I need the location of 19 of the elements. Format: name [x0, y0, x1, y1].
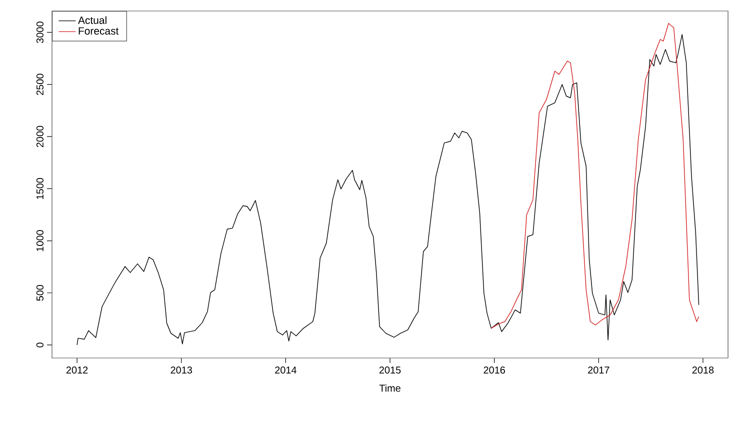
- x-tick-label: 2015: [379, 366, 401, 374]
- legend-label: Actual: [78, 16, 106, 24]
- y-tick-label: 2000: [36, 126, 44, 148]
- x-tick-label: 2017: [588, 366, 610, 374]
- y-tick-label: 2500: [36, 74, 44, 96]
- legend-label: Forecast: [78, 27, 119, 35]
- line-series: [76, 34, 700, 346]
- y-tick-label: 500: [36, 284, 44, 301]
- x-tick-label: 2013: [170, 366, 192, 374]
- y-tick-label: 3000: [36, 22, 44, 44]
- x-axis-title: Time: [379, 384, 400, 392]
- x-tick-label: 2018: [692, 366, 714, 374]
- y-tick-label: 1500: [36, 178, 44, 199]
- y-tick-label: 1000: [36, 230, 44, 252]
- y-tick-label: 0: [36, 342, 44, 348]
- x-tick-label: 2014: [275, 366, 296, 374]
- x-tick-label: 2012: [66, 366, 88, 374]
- x-tick-label: 2016: [484, 366, 505, 374]
- line-series: [490, 23, 700, 329]
